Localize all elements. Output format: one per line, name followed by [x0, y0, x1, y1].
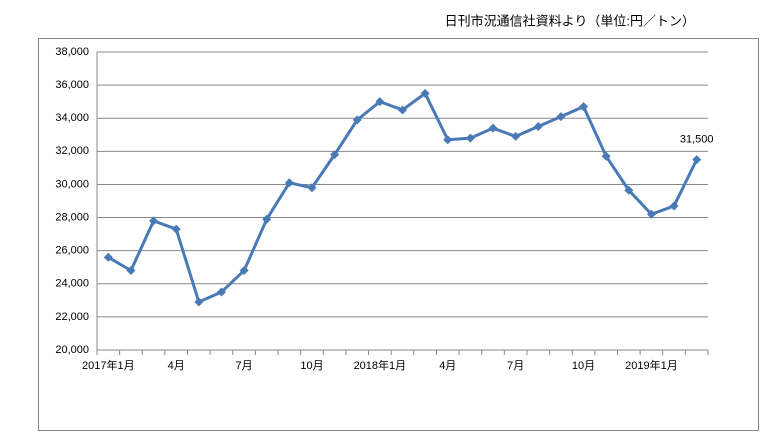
marker [398, 105, 407, 115]
series-line [107, 91, 699, 304]
y-tick-label: 26,000 [55, 245, 89, 257]
marker [284, 178, 294, 188]
marker [465, 133, 475, 143]
marker [488, 123, 498, 133]
x-tick-label: 4月 [168, 360, 185, 372]
x-tick-label: 7月 [236, 360, 253, 372]
x-tick-label: 2019年1月 [625, 358, 678, 372]
marker [216, 287, 226, 297]
marker [420, 88, 430, 98]
y-tick-label: 32,000 [55, 145, 89, 157]
y-tick-label: 36,000 [55, 79, 89, 91]
x-tick-label: 7月 [507, 360, 524, 372]
marker [624, 185, 634, 195]
marker [646, 209, 656, 219]
y-tick-label: 34,000 [55, 112, 89, 124]
marker [443, 135, 453, 145]
x-tick-label: 2017年1月 [82, 358, 135, 372]
marker [262, 214, 272, 224]
marker [375, 97, 385, 107]
marker [103, 252, 113, 262]
marker [511, 131, 521, 141]
chart-title: 日刊市況通信社資料より（単位:円／トン） [445, 13, 695, 28]
marker [352, 115, 362, 125]
x-tick-label: 2018年1月 [354, 358, 407, 372]
marker [692, 155, 702, 165]
marker [579, 102, 589, 112]
y-tick-label: 20,000 [55, 344, 89, 356]
marker [556, 112, 566, 122]
marker [194, 297, 204, 307]
marker [307, 183, 317, 193]
x-tick-label: 10月 [300, 360, 323, 372]
x-tick-label: 4月 [439, 360, 456, 372]
y-tick-label: 30,000 [55, 178, 89, 190]
marker [601, 151, 611, 161]
data-label: 31,500 [680, 134, 714, 146]
marker [533, 122, 543, 131]
marker [149, 216, 159, 226]
marker [669, 201, 679, 211]
marker [126, 266, 136, 276]
y-tick-label: 28,000 [55, 211, 89, 223]
chart-frame [38, 38, 759, 431]
y-tick-label: 22,000 [55, 311, 89, 323]
marker [171, 224, 181, 234]
y-tick-label: 38,000 [55, 46, 89, 58]
x-tick-label: 10月 [572, 360, 595, 372]
marker [330, 150, 340, 160]
y-tick-label: 24,000 [55, 278, 89, 290]
marker [239, 266, 249, 276]
